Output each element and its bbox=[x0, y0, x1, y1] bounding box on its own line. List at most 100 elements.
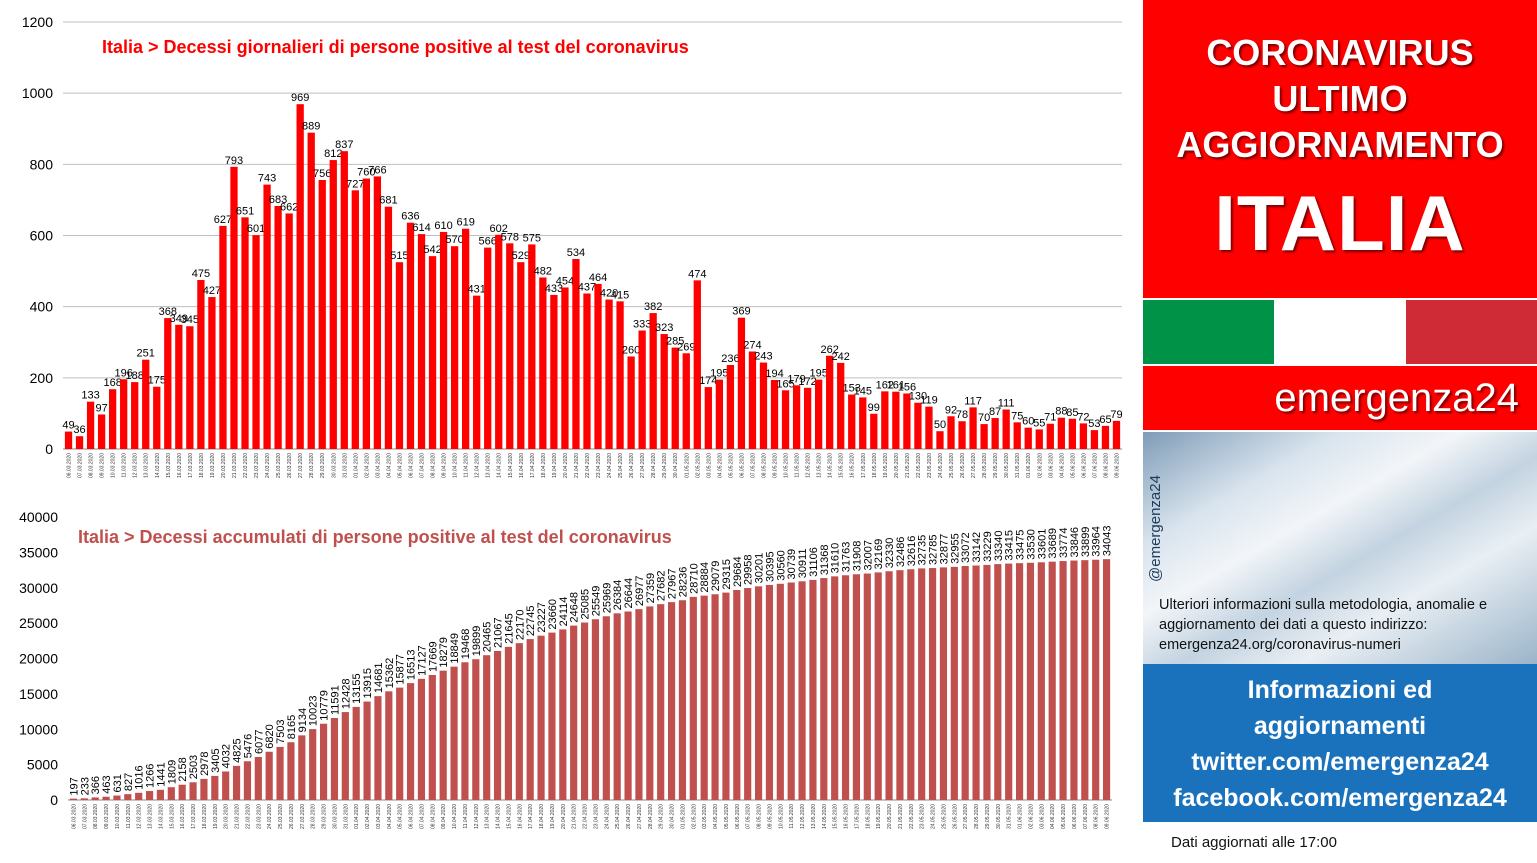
data-label: 27682 bbox=[656, 571, 668, 602]
x-tick-label: 24.04.2020 bbox=[607, 453, 613, 478]
facebook-link[interactable]: facebook.com/emergenza24 bbox=[1173, 784, 1507, 812]
x-tick-label: 03.06.2020 bbox=[1048, 453, 1054, 478]
x-tick-label: 27.03.2020 bbox=[298, 453, 304, 478]
bar bbox=[329, 160, 337, 449]
bar bbox=[309, 729, 317, 800]
bar bbox=[748, 351, 757, 449]
data-label: 743 bbox=[258, 173, 276, 185]
data-label: 21645 bbox=[503, 613, 515, 644]
y-tick-label: 40000 bbox=[19, 509, 58, 525]
data-label: 415 bbox=[611, 289, 629, 301]
bar bbox=[164, 318, 172, 449]
x-tick-label: 02.04.2020 bbox=[364, 453, 370, 478]
x-tick-label: 22.03.2020 bbox=[245, 804, 251, 829]
data-label: 19899 bbox=[471, 626, 483, 657]
bar bbox=[406, 683, 415, 800]
bar bbox=[700, 595, 708, 800]
data-label: 27359 bbox=[645, 573, 657, 604]
data-label: 30911 bbox=[797, 549, 809, 579]
data-label: 21067 bbox=[493, 617, 505, 648]
x-tick-label: 29.03.2020 bbox=[320, 453, 326, 478]
y-tick-label: 0 bbox=[50, 792, 58, 808]
x-tick-label: 20.05.2020 bbox=[887, 804, 893, 829]
bar bbox=[515, 643, 523, 800]
x-tick-label: 16.05.2020 bbox=[844, 804, 850, 829]
bar bbox=[815, 379, 823, 449]
data-label: 8165 bbox=[286, 715, 298, 739]
data-label: 827 bbox=[123, 773, 135, 791]
data-label: 570 bbox=[445, 234, 463, 246]
x-tick-label: 04.06.2020 bbox=[1050, 804, 1056, 829]
data-label: 111 bbox=[998, 398, 1015, 410]
data-label: 165 bbox=[776, 378, 794, 390]
x-tick-label: 30.04.2020 bbox=[670, 804, 676, 829]
data-label: 153 bbox=[843, 383, 861, 395]
bar bbox=[178, 784, 186, 800]
bar bbox=[733, 589, 741, 800]
x-tick-label: 30.03.2020 bbox=[332, 804, 338, 829]
data-label: 368 bbox=[159, 306, 177, 318]
data-label: 196 bbox=[114, 367, 132, 379]
bar bbox=[528, 244, 536, 449]
bar bbox=[200, 778, 208, 800]
x-tick-label: 29.04.2020 bbox=[659, 804, 665, 829]
data-label: 133 bbox=[81, 390, 99, 402]
bar bbox=[1079, 423, 1088, 449]
methodology-note: Ulteriori informazioni sulla metodologia… bbox=[1159, 597, 1488, 653]
data-label: 25969 bbox=[601, 583, 613, 614]
data-label: 33340 bbox=[993, 531, 1005, 562]
data-label: 156 bbox=[898, 381, 916, 393]
x-tick-label: 12.04.2020 bbox=[474, 804, 480, 829]
x-tick-label: 17.05.2020 bbox=[861, 453, 867, 478]
bar bbox=[925, 406, 933, 449]
x-tick-label: 15.03.2020 bbox=[169, 804, 175, 829]
data-label: 681 bbox=[379, 195, 397, 207]
bar bbox=[744, 588, 752, 800]
x-tick-label: 08.06.2020 bbox=[1094, 804, 1100, 829]
x-tick-label: 22.04.2020 bbox=[583, 804, 589, 829]
x-tick-label: 09.03.2020 bbox=[100, 453, 106, 478]
data-label: 13915 bbox=[362, 668, 374, 699]
data-label: 33899 bbox=[1080, 527, 1092, 558]
x-tick-label: 13.04.2020 bbox=[486, 453, 492, 478]
bar bbox=[792, 385, 801, 449]
data-label: 97 bbox=[95, 402, 107, 414]
x-tick-label: 20.03.2020 bbox=[221, 453, 227, 478]
x-tick-label: 08.04.2020 bbox=[431, 453, 437, 478]
x-tick-label: 09.04.2020 bbox=[442, 453, 448, 478]
bar bbox=[1024, 427, 1032, 449]
x-tick-label: 06.03.2020 bbox=[71, 804, 77, 829]
twitter-link[interactable]: twitter.com/emergenza24 bbox=[1191, 748, 1489, 776]
bar bbox=[627, 356, 635, 449]
bar bbox=[1070, 560, 1078, 800]
data-label: 30395 bbox=[764, 551, 776, 582]
bar bbox=[276, 746, 284, 800]
x-tick-label: 25.05.2020 bbox=[949, 453, 955, 478]
bar bbox=[265, 751, 273, 800]
bar bbox=[131, 382, 139, 449]
data-label: 23660 bbox=[547, 599, 559, 630]
bar bbox=[561, 287, 569, 449]
bar bbox=[1005, 563, 1013, 800]
x-tick-label: 05.05.2020 bbox=[724, 804, 730, 829]
data-label: 575 bbox=[523, 232, 541, 244]
bar bbox=[657, 604, 665, 800]
data-label: 437 bbox=[578, 282, 596, 294]
x-tick-label: 27.03.2020 bbox=[300, 804, 306, 829]
data-label: 382 bbox=[644, 301, 662, 313]
info-panel: CORONAVIRUS ULTIMO AGGIORNAMENTO ITALIA … bbox=[1143, 0, 1537, 863]
data-label: 22745 bbox=[525, 605, 537, 636]
data-label: 31610 bbox=[830, 543, 842, 574]
x-tick-label: 13.03.2020 bbox=[144, 453, 150, 478]
bar bbox=[80, 798, 88, 800]
data-label: 32785 bbox=[928, 534, 940, 565]
data-label: 627 bbox=[214, 214, 232, 226]
bar bbox=[754, 586, 763, 800]
bar bbox=[287, 742, 295, 800]
data-label: 31763 bbox=[841, 542, 853, 573]
x-tick-label: 10.04.2020 bbox=[452, 804, 458, 829]
bar bbox=[689, 596, 697, 800]
data-label: 969 bbox=[291, 92, 309, 104]
bar bbox=[969, 407, 977, 449]
data-label: 29684 bbox=[732, 556, 744, 587]
